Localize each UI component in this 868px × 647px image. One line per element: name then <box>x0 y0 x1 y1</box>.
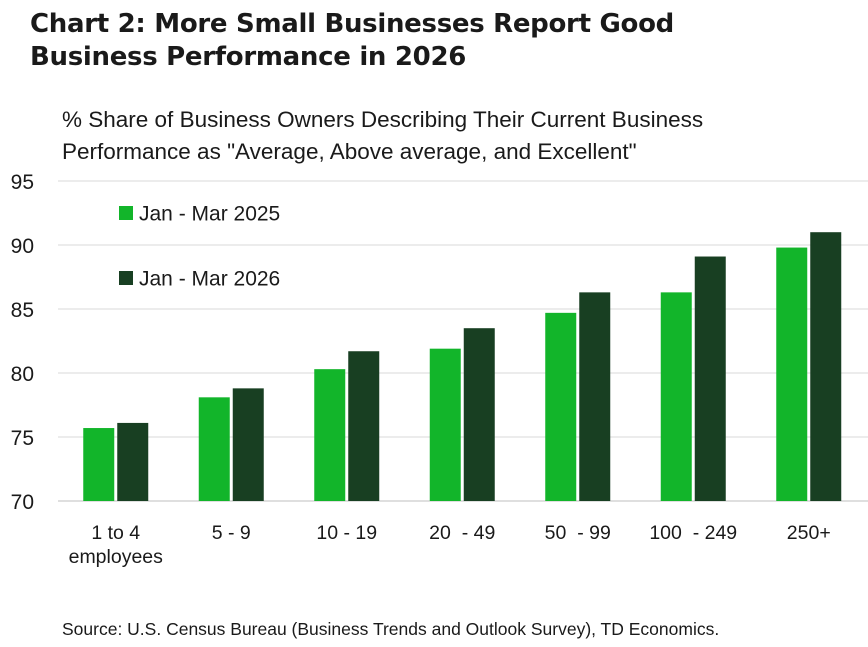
bar-jan-mar-2025 <box>429 348 461 501</box>
x-tick-label: 5 - 9 <box>212 522 251 544</box>
legend-swatch <box>119 206 133 220</box>
bar-jan-mar-2025 <box>776 247 808 501</box>
x-tick-label: 10 - 19 <box>316 522 377 544</box>
bar-jan-mar-2025 <box>314 369 346 501</box>
y-tick-label: 80 <box>11 363 34 386</box>
y-tick-label: 95 <box>11 171 34 194</box>
bar-jan-mar-2025 <box>545 312 577 501</box>
x-tick-label: 100 - 249 <box>649 522 737 544</box>
x-tick-label: 250+ <box>787 522 831 544</box>
chart-subtitle-line-2: Performance as "Average, Above average, … <box>62 139 637 164</box>
bar-jan-mar-2025 <box>660 292 692 501</box>
chart-subtitle: % Share of Business Owners Describing Th… <box>62 104 852 168</box>
y-tick-label: 90 <box>11 235 34 258</box>
legend-label: Jan - Mar 2025 <box>139 203 280 226</box>
y-tick-label: 75 <box>11 427 34 450</box>
y-tick-label: 85 <box>11 299 34 322</box>
chart-title-line-1: Chart 2: More Small Businesses Report Go… <box>30 9 674 39</box>
bar-jan-mar-2026 <box>810 232 842 501</box>
legend-swatch <box>119 271 133 285</box>
x-tick-label: 20 - 49 <box>429 522 495 544</box>
x-tick-label: 1 to 4 <box>91 522 140 544</box>
chart-title-line-2: Business Performance in 2026 <box>30 42 467 72</box>
bar-jan-mar-2026 <box>232 388 264 501</box>
legend-label: Jan - Mar 2026 <box>139 268 280 291</box>
x-tick-label: employees <box>69 546 164 568</box>
bar-jan-mar-2025 <box>83 428 115 501</box>
chart-title: Chart 2: More Small Businesses Report Go… <box>30 8 850 74</box>
bar-jan-mar-2026 <box>579 292 611 501</box>
source-note: Source: U.S. Census Bureau (Business Tre… <box>62 619 720 639</box>
y-tick-label: 70 <box>11 491 34 514</box>
x-tick-label: 50 - 99 <box>545 522 611 544</box>
bar-jan-mar-2025 <box>198 397 230 501</box>
bar-jan-mar-2026 <box>694 256 726 501</box>
chart-subtitle-line-1: % Share of Business Owners Describing Th… <box>62 107 704 132</box>
bar-jan-mar-2026 <box>463 328 495 501</box>
bar-jan-mar-2026 <box>348 351 380 501</box>
bar-jan-mar-2026 <box>117 422 149 501</box>
